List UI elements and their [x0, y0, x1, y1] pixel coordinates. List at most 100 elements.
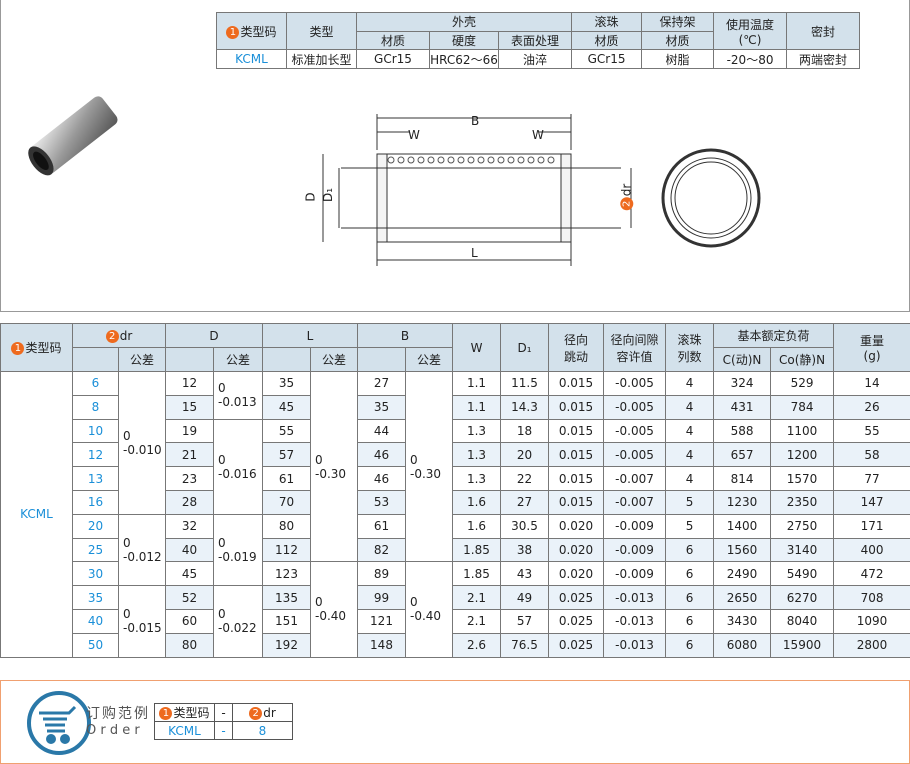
header-runout: 径向 跳动: [548, 323, 605, 372]
B-value: 82: [357, 537, 406, 563]
Co-load-value: 2350: [770, 489, 835, 515]
clearance-value: -0.005: [603, 442, 667, 468]
header-ball-rows: 滚珠 列数: [665, 323, 715, 372]
D-value: 12: [165, 371, 214, 396]
tol-lower: -0.40: [410, 609, 442, 624]
spec-hardness: HRC62～66: [429, 49, 499, 70]
W-value: 1.6: [452, 513, 502, 539]
W-value: 1.85: [452, 537, 502, 563]
tol-lower: -0.40: [315, 609, 347, 624]
order-example: 订购范例 O r d e r 1 类型码 -2 dr KCML -8: [0, 680, 910, 764]
W-value: 2.1: [452, 585, 502, 610]
d-tolerance: 0 -0.013: [213, 371, 263, 420]
W-value: 1.3: [452, 418, 502, 444]
spec-type: 标准加长型: [286, 49, 357, 70]
header-weight: 重量 (g): [833, 323, 910, 372]
spec-header-hardness: 硬度: [429, 30, 499, 51]
weight-value: 14: [833, 371, 910, 396]
D-value: 23: [165, 466, 214, 491]
tol-lower: -0.30: [315, 466, 347, 481]
header-B: B: [356, 323, 454, 348]
spec-header-surface: 表面处理: [497, 30, 573, 51]
clearance-value: -0.013: [603, 632, 667, 658]
header-dr-tol: 公差: [118, 347, 166, 372]
ball-rows-value: 6: [665, 632, 715, 658]
C-load-value: 2490: [713, 561, 772, 587]
W-value: 1.85: [452, 561, 502, 587]
W-value: 1.6: [452, 489, 502, 515]
dim-W-left: W: [408, 128, 420, 142]
D-value: 32: [165, 513, 214, 539]
spec-code: KCML: [216, 49, 287, 70]
L-value: 80: [262, 513, 311, 539]
d-tolerance: 0 -0.016: [213, 418, 263, 515]
B-value: 121: [357, 608, 406, 634]
dim-L: L: [471, 246, 478, 260]
spec-header-code: 1 类型码: [216, 11, 287, 51]
dim-dr: 2dr: [619, 184, 634, 211]
weight-value: 77: [833, 466, 910, 491]
clearance-value: -0.007: [603, 489, 667, 515]
dr-value: 40: [72, 608, 119, 634]
L-value: 35: [262, 371, 311, 396]
runout-value: 0.020: [548, 513, 605, 539]
header-L-tol: 公差: [310, 347, 358, 372]
B-value: 61: [357, 513, 406, 539]
order-dash: -: [214, 703, 233, 722]
B-value: 27: [357, 371, 406, 396]
L-value: 61: [262, 466, 311, 491]
header-load: 基本额定负荷: [713, 323, 835, 348]
ball-rows-value: 6: [665, 585, 715, 610]
runout-value: 0.015: [548, 442, 605, 468]
Co-load-value: 2750: [770, 513, 835, 539]
runout-value: 0.015: [548, 394, 605, 420]
runout-value: 0.020: [548, 561, 605, 587]
L-value: 57: [262, 442, 311, 468]
dr-value: 6: [72, 371, 119, 396]
Co-load-value: 784: [770, 394, 835, 420]
B-value: 46: [357, 466, 406, 491]
dr-value: 13: [72, 466, 119, 491]
D1-value: 11.5: [500, 371, 550, 396]
ball-rows-value: 6: [665, 561, 715, 587]
C-load-value: 431: [713, 394, 772, 420]
L-value: 151: [262, 608, 311, 634]
Co-load-value: 529: [770, 371, 835, 396]
table-row: 20 0 -0.012 32 0 -0.019 80 61 1.6 30.5 0.020 -0.009…: [1, 513, 910, 587]
spec-table: 1 类型码 类型 外壳 滚珠 保持架 使用温度 (℃) 密封 材质 硬度 表面处理 材质材…: [216, 11, 861, 70]
header-B-tol: 公差: [404, 347, 454, 372]
C-load-value: 1560: [713, 537, 772, 563]
spec-header-material: 材质: [571, 30, 643, 51]
l-tolerance: 0 -0.30: [310, 370, 358, 563]
tol-upper: 0: [410, 452, 418, 467]
l-tolerance: 0 -0.40: [310, 561, 358, 658]
spec-surface: 油淬: [497, 49, 573, 70]
b-tolerance: 0 -0.40: [404, 561, 454, 658]
L-value: 55: [262, 418, 311, 444]
spec-header-cage: 保持架: [641, 12, 715, 32]
ball-rows-value: 5: [665, 513, 715, 539]
clearance-value: -0.009: [603, 537, 667, 563]
B-value: 148: [357, 632, 406, 658]
tol-upper: 0: [218, 607, 226, 622]
dim-B: B: [471, 114, 480, 128]
weight-value: 171: [833, 513, 910, 539]
D-value: 40: [165, 537, 214, 563]
order-dr-label: 2 dr: [232, 703, 293, 722]
W-value: 2.1: [452, 608, 502, 634]
D-value: 52: [165, 585, 214, 610]
tol-lower: -0.013: [218, 395, 257, 410]
B-value: 46: [357, 442, 406, 468]
Co-load-value: 8040: [770, 608, 835, 634]
dim-D: D: [303, 192, 318, 202]
L-value: 123: [262, 561, 311, 587]
ball-rows-value: 6: [665, 608, 715, 634]
clearance-value: -0.009: [603, 513, 667, 539]
order-table: 1 类型码 -2 dr KCML -8: [154, 703, 293, 740]
dr-value: 16: [72, 489, 119, 515]
D1-value: 18: [500, 418, 550, 444]
C-load-value: 1230: [713, 489, 772, 515]
dr-tolerance: 0 -0.015: [118, 585, 166, 658]
D-value: 45: [165, 561, 214, 587]
D1-value: 30.5: [500, 513, 550, 539]
